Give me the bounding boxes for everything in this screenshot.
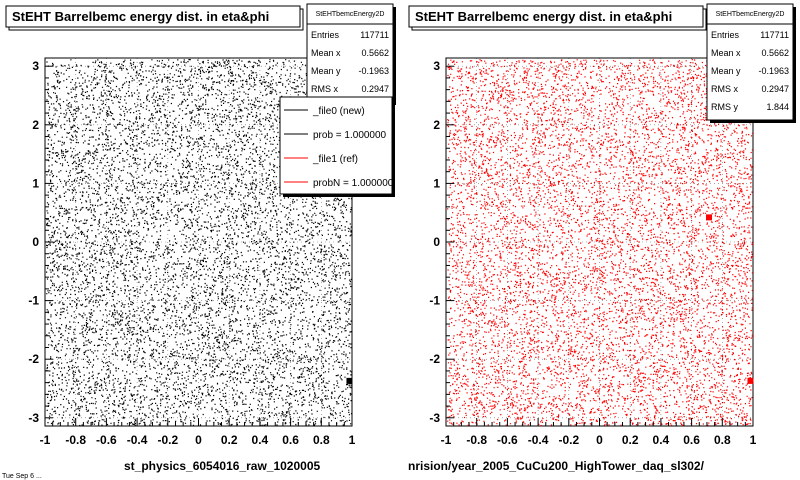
y-tick-label: 2 [32, 118, 39, 132]
stats-value: 117711 [360, 30, 389, 40]
x-tick-label: -0.4 [528, 433, 549, 447]
footer-left-filename: st_physics_6054016_raw_1020005 [124, 459, 320, 473]
left-stats-box: StEHTbemcEnergy2D Entries 117711 Mean x 0.5… [306, 3, 396, 105]
y-tick-label: 3 [32, 59, 39, 73]
left-scatter-points [46, 59, 353, 427]
x-tick-label: 1 [349, 433, 356, 447]
x-tick-label: 0.6 [683, 433, 700, 447]
x-tick-label: 0.4 [252, 433, 269, 447]
stats-label: RMS x [711, 84, 739, 94]
x-tick-label: -0.2 [558, 433, 579, 447]
footer-right-path: nrision/year_2005_CuCu200_HighTower_daq_… [408, 459, 705, 473]
left-stats-name: StEHTbemcEnergy2D [316, 11, 385, 18]
stats-label: Mean x [311, 48, 341, 58]
hot-spot-marker [346, 377, 353, 384]
right-chart-title: StEHT Barrelbemc energy dist. in eta&phi [415, 9, 672, 24]
right-scatter-points [447, 59, 754, 427]
x-tick-label: -1 [40, 433, 51, 447]
y-tick-label: 1 [32, 176, 39, 190]
x-tick-label: 0.6 [282, 433, 299, 447]
y-tick-label: 3 [433, 59, 440, 73]
stats-value: 0.2947 [361, 84, 389, 94]
x-tick-label: -0.6 [96, 433, 117, 447]
x-tick-label: -0.8 [65, 433, 86, 447]
left-histogram-panel: -1 -0.8 -0.6 -0.4 -0.2 0 0.2 0.4 0.6 0.8 1 -3 -2 -1 0 1… [5, 3, 396, 447]
right-axes: -1 -0.8 -0.6 -0.4 -0.2 0 0.2 0.4 0.6 0.8 1 -3 -2 -1 0 1… [429, 59, 756, 447]
x-tick-label: -1 [441, 433, 452, 447]
stats-value: 0.2947 [761, 84, 789, 94]
left-axes: -1 -0.8 -0.6 -0.4 -0.2 0 0.2 0.4 0.6 0.8 1 -3 -2 -1 0 1… [28, 59, 355, 447]
x-tick-label: 0.4 [653, 433, 670, 447]
x-tick-label: 0 [596, 433, 603, 447]
right-stats-box: StEHTbemcEnergy2D Entries 117711 Mean x 0.5… [706, 3, 796, 123]
y-tick-label: -1 [28, 294, 39, 308]
right-grid [445, 58, 754, 426]
legend-entry-label: probN = 1.000000 [313, 178, 394, 189]
footer-corner-text: Tue Sep 6 ... [2, 473, 42, 480]
stats-value: 1.844 [766, 102, 789, 112]
scatter-point-cloud [46, 59, 353, 427]
right-histogram-panel: -1 -0.8 -0.6 -0.4 -0.2 0 0.2 0.4 0.6 0.8 1 -3 -2 -1 0 1… [408, 3, 796, 447]
legend-entry-label: _file0 (new) [312, 106, 365, 117]
left-chart-title: StEHT Barrelbemc energy dist. in eta&phi [12, 9, 269, 24]
stats-label: RMS y [711, 102, 739, 112]
stats-value: -0.1963 [758, 66, 789, 76]
x-tick-label: 1 [750, 433, 757, 447]
x-tick-label: -0.2 [157, 433, 178, 447]
stats-label: RMS x [311, 84, 339, 94]
y-tick-label: -2 [28, 352, 39, 366]
x-tick-label: 0.8 [313, 433, 330, 447]
y-tick-label: 2 [433, 118, 440, 132]
legend-box: _file0 (new) prob = 1.000000 _file1 (ref) p… [279, 96, 395, 197]
y-tick-label: -3 [429, 411, 440, 425]
hot-spot-marker [747, 377, 754, 384]
x-tick-label: 0.2 [221, 433, 238, 447]
stats-value: -0.1963 [358, 66, 389, 76]
stats-label: Entries [711, 30, 740, 40]
scatter-point-cloud [447, 59, 754, 427]
right-title-box: StEHT Barrelbemc energy dist. in eta&phi [408, 5, 707, 31]
right-stats-name: StEHTbemcEnergy2D [716, 11, 785, 18]
y-tick-label: -1 [429, 294, 440, 308]
legend-entry-label: prob = 1.000000 [313, 130, 387, 141]
stats-label: Mean y [311, 66, 341, 76]
hot-spot-marker [706, 214, 713, 221]
y-tick-label: -3 [28, 411, 39, 425]
stats-label: Entries [311, 30, 340, 40]
y-tick-label: -2 [429, 352, 440, 366]
x-tick-label: -0.6 [497, 433, 518, 447]
y-tick-label: 1 [433, 176, 440, 190]
stats-value: 117711 [760, 30, 789, 40]
y-tick-label: 0 [32, 235, 39, 249]
stats-label: Mean x [711, 48, 741, 58]
x-tick-label: 0.8 [714, 433, 731, 447]
stats-label: Mean y [711, 66, 741, 76]
x-tick-label: 0.2 [622, 433, 639, 447]
y-tick-label: 0 [433, 235, 440, 249]
stats-value: 0.5662 [361, 48, 389, 58]
legend-entry-label: _file1 (ref) [312, 154, 358, 165]
x-tick-label: -0.4 [127, 433, 148, 447]
x-tick-label: 0 [195, 433, 202, 447]
stats-value: 0.5662 [761, 48, 789, 58]
x-tick-label: -0.8 [466, 433, 487, 447]
left-title-box: StEHT Barrelbemc energy dist. in eta&phi [5, 5, 304, 31]
